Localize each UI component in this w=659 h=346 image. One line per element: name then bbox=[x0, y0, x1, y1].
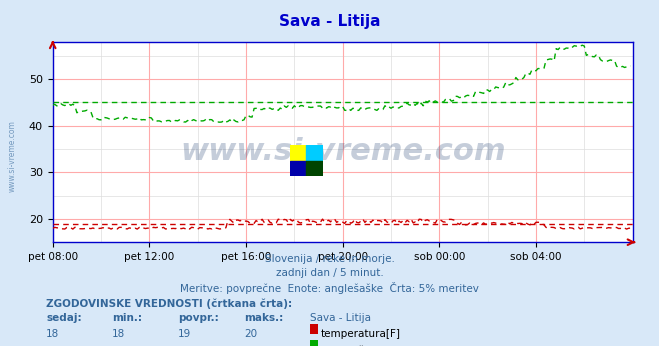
Text: 20: 20 bbox=[244, 329, 257, 339]
Text: maks.:: maks.: bbox=[244, 313, 283, 323]
Text: ZGODOVINSKE VREDNOSTI (črtkana črta):: ZGODOVINSKE VREDNOSTI (črtkana črta): bbox=[46, 298, 292, 309]
Text: povpr.:: povpr.: bbox=[178, 313, 219, 323]
Bar bbox=[290, 145, 306, 161]
Text: Sava - Litija: Sava - Litija bbox=[279, 14, 380, 29]
Text: zadnji dan / 5 minut.: zadnji dan / 5 minut. bbox=[275, 268, 384, 278]
Text: Sava - Litija: Sava - Litija bbox=[310, 313, 371, 323]
Text: min.:: min.: bbox=[112, 313, 142, 323]
Text: 18: 18 bbox=[112, 329, 125, 339]
Text: www.si-vreme.com: www.si-vreme.com bbox=[180, 137, 505, 166]
Text: temperatura[F]: temperatura[F] bbox=[320, 329, 400, 339]
Bar bbox=[306, 145, 323, 161]
Text: sedaj:: sedaj: bbox=[46, 313, 82, 323]
Text: Slovenija / reke in morje.: Slovenija / reke in morje. bbox=[264, 254, 395, 264]
Bar bbox=[290, 161, 306, 176]
Text: www.si-vreme.com: www.si-vreme.com bbox=[8, 120, 17, 192]
Bar bbox=[306, 161, 323, 176]
Text: 19: 19 bbox=[178, 329, 191, 339]
Text: Meritve: povprečne  Enote: anglešaške  Črta: 5% meritev: Meritve: povprečne Enote: anglešaške Črt… bbox=[180, 282, 479, 294]
Text: 18: 18 bbox=[46, 329, 59, 339]
